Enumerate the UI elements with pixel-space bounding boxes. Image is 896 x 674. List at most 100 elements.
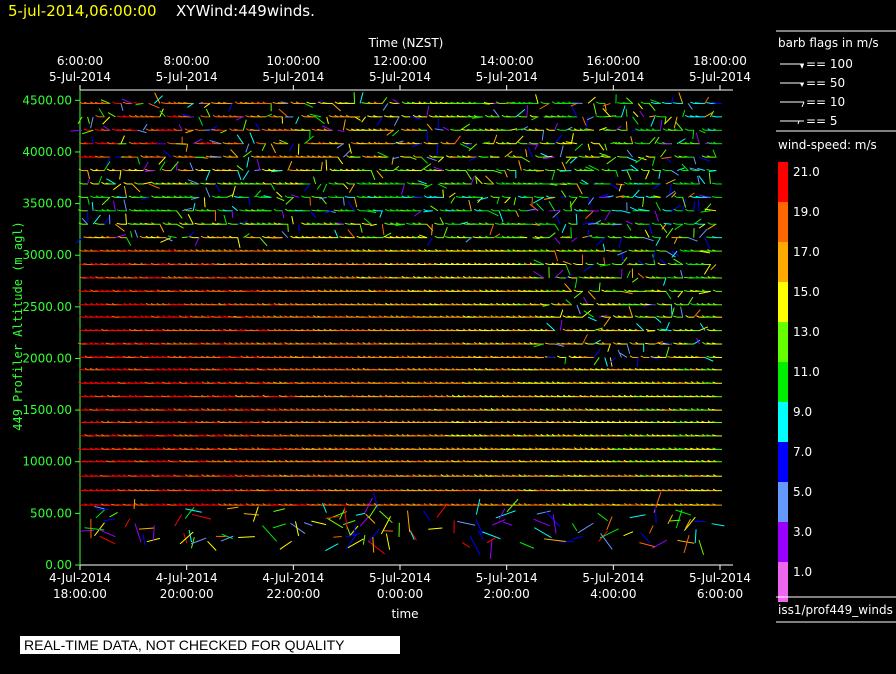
wind-barb-shaft: [106, 367, 111, 371]
wind-barb-shaft: [78, 408, 83, 411]
wind-barb-shaft: [245, 488, 250, 492]
wind-barb-shaft: [622, 447, 628, 450]
wind-barb-shaft: [506, 394, 511, 398]
wind-barb-shaft: [222, 235, 227, 239]
wind-barb-shaft: [106, 235, 111, 239]
wind-barb-shaft: [576, 304, 581, 315]
wind-barb-shaft: [244, 420, 249, 423]
wind-barb-shaft: [261, 434, 266, 437]
wind-barb-shaft: [444, 434, 450, 437]
wind-barb-shaft: [457, 459, 461, 463]
wind-barb-shaft: [312, 276, 316, 279]
wind-barb-shaft: [239, 276, 244, 279]
wind-barb-shaft: [534, 355, 539, 358]
wind-barb-shaft: [359, 224, 363, 233]
wind-barb-shaft: [512, 342, 516, 345]
wind-barb-shaft: [250, 303, 255, 306]
wind-barb-shaft: [84, 302, 88, 306]
wind-barb-shaft: [283, 408, 288, 411]
wind-barb-shaft: [500, 420, 505, 423]
wind-barb-shaft: [396, 208, 400, 212]
wind-barb-shaft: [367, 209, 372, 212]
wind-barb-shaft: [134, 447, 138, 450]
wind-barb-shaft: [106, 394, 111, 398]
wind-barb-shaft: [485, 289, 489, 292]
wind-barb-shaft: [593, 348, 601, 358]
wind-barb-shaft: [111, 474, 116, 477]
wind-barb-shaft: [440, 394, 444, 398]
wind-barb-shaft: [389, 408, 394, 411]
wind-barb-shaft: [345, 447, 350, 450]
wind-barb-shaft: [395, 315, 400, 318]
wind-barb-shaft: [305, 434, 311, 437]
wind-barb-shaft: [559, 319, 563, 331]
wind-barb-shaft: [478, 263, 483, 265]
wind-barb-shaft: [665, 346, 670, 358]
wind-barb-shaft: [390, 315, 394, 318]
wind-barb-shaft: [395, 395, 400, 398]
wind-barb-shaft: [690, 420, 694, 423]
wind-barb-shaft: [194, 303, 199, 306]
wind-barb-shaft: [534, 315, 539, 318]
wind-barb-shaft: [256, 474, 261, 477]
wind-barb-shaft: [150, 209, 155, 212]
wind-barb-shaft: [590, 474, 594, 477]
wind-barb-shaft: [423, 208, 428, 212]
wind-barb-shaft: [446, 394, 450, 398]
wind-barb-shaft: [479, 434, 483, 437]
wind-barb-shaft: [90, 503, 94, 506]
wind-barb-shaft: [317, 503, 322, 506]
wind-barb-shaft: [439, 381, 444, 384]
wind-barb-shaft: [123, 289, 127, 292]
wind-barb-shaft: [350, 474, 355, 477]
wind-barb-shaft: [434, 488, 439, 492]
wind-barb-shaft: [384, 289, 389, 292]
wind-barb-shaft: [489, 276, 494, 279]
wind-barb-shaft: [139, 368, 144, 371]
wind-barb-shaft: [317, 368, 322, 371]
wind-barb-shaft: [122, 342, 127, 345]
wind-barb-shaft: [707, 367, 711, 371]
wind-barb-shaft: [222, 209, 227, 212]
wind-barb-shaft: [322, 262, 327, 265]
wind-barb-shaft: [261, 460, 266, 463]
wind-barb-shaft: [111, 356, 116, 358]
wind-barb-shaft: [322, 474, 327, 477]
wind-barb-shaft: [284, 459, 289, 463]
wind-barb-shaft: [284, 208, 289, 212]
wind-barb-shaft: [262, 315, 266, 318]
wind-barb-shaft: [140, 408, 144, 411]
wind-barb-shaft: [546, 322, 556, 331]
wind-barb-shaft: [573, 488, 578, 492]
wind-barb-shaft: [111, 503, 116, 506]
wind-barb-shaft: [501, 328, 505, 332]
wind-barb-shaft: [267, 276, 272, 279]
wind-barb-shaft: [312, 474, 316, 477]
wind-barb-shaft: [382, 232, 392, 239]
wind-barb-shaft: [256, 302, 261, 306]
wind-barb-shaft: [518, 342, 522, 345]
wind-barb-shaft: [261, 448, 266, 450]
wind-barb-shaft: [289, 289, 294, 292]
wind-barb-shaft: [373, 459, 377, 463]
wind-barb-shaft: [217, 381, 222, 384]
wind-barb-shaft: [395, 368, 400, 371]
wind-barb-shaft: [584, 434, 589, 437]
wind-barb-shaft: [234, 488, 238, 492]
wind-barb-shaft: [295, 303, 300, 306]
wind-barb-shaft: [683, 222, 689, 225]
wind-barb-shaft: [307, 474, 311, 477]
wind-barb-shaft: [489, 262, 494, 265]
wind-barb-shaft: [261, 408, 266, 411]
wind-barb-shaft: [256, 208, 261, 212]
wind-barb-shaft: [145, 235, 149, 239]
wind-barb-shaft: [595, 235, 600, 239]
wind-barb-shaft: [712, 236, 717, 239]
wind-barb-shaft: [205, 249, 211, 252]
wind-barb-shaft: [184, 474, 188, 477]
wind-barb-shaft: [322, 368, 327, 371]
wind-barb-shaft: [439, 342, 444, 345]
wind-barb-shaft: [545, 474, 550, 477]
wind-barb-shaft: [100, 368, 105, 371]
wind-barb-shaft: [305, 460, 311, 463]
